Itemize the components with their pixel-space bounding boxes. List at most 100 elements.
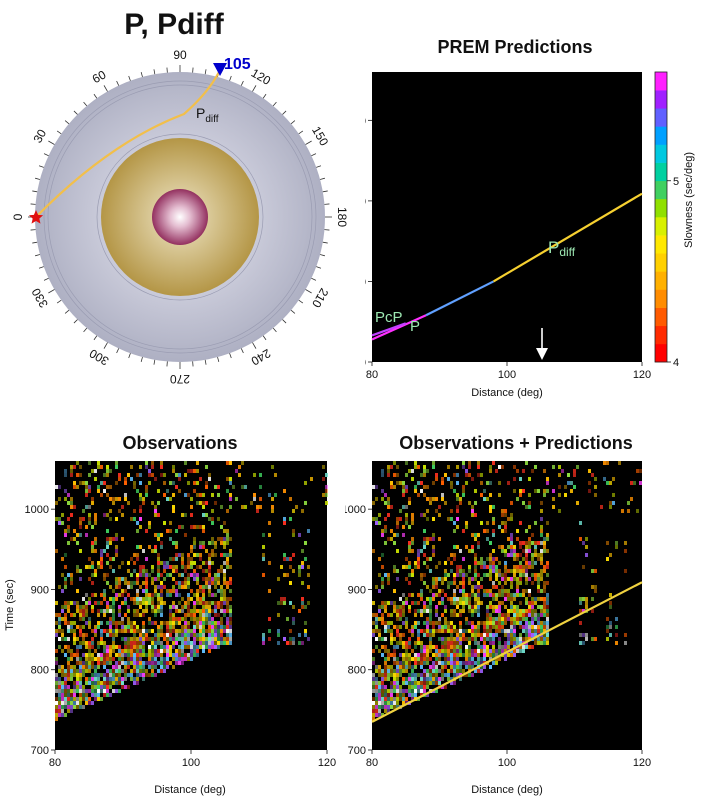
arrival-cell	[139, 573, 142, 577]
arrival-cell	[64, 685, 67, 689]
arrival-cell	[606, 617, 609, 621]
arrival-cell	[540, 621, 543, 625]
arrival-cell	[79, 465, 82, 469]
arrival-cell	[423, 513, 426, 517]
arrival-cell	[585, 601, 588, 605]
arrival-cell	[387, 465, 390, 469]
arrival-cell	[489, 613, 492, 617]
earth-degree-ticks	[28, 65, 332, 369]
arrival-cell	[468, 605, 471, 609]
arrival-cell	[64, 637, 67, 641]
arrival-cell	[148, 597, 151, 601]
arrival-cell	[151, 461, 154, 465]
arrival-cell	[190, 629, 193, 633]
arrival-cell	[408, 545, 411, 549]
arrival-cell	[429, 557, 432, 561]
arrival-cell	[501, 509, 504, 513]
arrival-cell	[124, 637, 127, 641]
arrival-cell	[456, 669, 459, 673]
arrival-cell	[76, 533, 79, 537]
arrival-cell	[133, 629, 136, 633]
arrival-cell	[142, 497, 145, 501]
arrival-cell	[393, 649, 396, 653]
arrival-cell	[145, 557, 148, 561]
arrival-cell	[169, 589, 172, 593]
arrival-cell	[106, 653, 109, 657]
arrival-cell	[181, 605, 184, 609]
arrival-cell	[528, 493, 531, 497]
arrival-cell	[82, 697, 85, 701]
arrival-cell	[615, 541, 618, 545]
arrival-cell	[594, 589, 597, 593]
arrival-cell	[543, 633, 546, 637]
arrival-cell	[175, 545, 178, 549]
arrival-cell	[546, 625, 549, 629]
arrival-cell	[217, 629, 220, 633]
arrival-cell	[301, 581, 304, 585]
arrival-cell	[525, 633, 528, 637]
arrival-cell	[61, 521, 64, 525]
arrival-cell	[429, 617, 432, 621]
arrival-cell	[558, 509, 561, 513]
arrival-cell	[387, 501, 390, 505]
arrival-cell	[208, 625, 211, 629]
arrival-cell	[465, 473, 468, 477]
arrival-cell	[70, 537, 73, 541]
arrival-cell	[471, 477, 474, 481]
arrival-cell	[106, 693, 109, 697]
arrival-cell	[196, 573, 199, 577]
arrival-cell	[513, 605, 516, 609]
arrival-cell	[483, 621, 486, 625]
earth-tick-mark	[43, 277, 49, 281]
arrival-cell	[187, 585, 190, 589]
label-pdiff-sub: diff	[559, 245, 575, 259]
arrival-cell	[486, 521, 489, 525]
arrival-cell	[70, 501, 73, 505]
arrival-cell	[474, 489, 477, 493]
arrival-cell	[64, 497, 67, 501]
arrival-cell	[190, 645, 193, 649]
arrival-cell	[579, 521, 582, 525]
arrival-cell	[462, 465, 465, 469]
arrival-cell	[154, 605, 157, 609]
arrival-cell	[160, 473, 163, 477]
arrival-cell	[528, 621, 531, 625]
arrival-cell	[486, 557, 489, 561]
arrival-cell	[414, 661, 417, 665]
arrival-cell	[64, 621, 67, 625]
arrival-cell	[184, 633, 187, 637]
arrival-cell	[229, 637, 232, 641]
arrival-cell	[519, 553, 522, 557]
arrival-cell	[438, 621, 441, 625]
arrival-cell	[477, 661, 480, 665]
arrival-cell	[94, 541, 97, 545]
arrival-cell	[528, 629, 531, 633]
arrival-cell	[465, 653, 468, 657]
arrival-cell	[450, 485, 453, 489]
arrival-cell	[112, 645, 115, 649]
arrival-cell	[196, 461, 199, 465]
arrival-cell	[193, 617, 196, 621]
arrival-cell	[432, 621, 435, 625]
arrival-cell	[423, 581, 426, 585]
arrival-cell	[405, 513, 408, 517]
arrival-cell	[109, 541, 112, 545]
arrival-cell	[82, 641, 85, 645]
arrival-cell	[70, 473, 73, 477]
arrival-cell	[429, 589, 432, 593]
arrival-cell	[160, 649, 163, 653]
arrival-cell	[531, 629, 534, 633]
arrival-cell	[154, 609, 157, 613]
arrival-cell	[456, 665, 459, 669]
arrival-cell	[408, 561, 411, 565]
arrival-cell	[226, 533, 229, 537]
arrival-cell	[97, 661, 100, 665]
arrival-cell	[519, 561, 522, 565]
arrival-cell	[160, 581, 163, 585]
earth-tick-mark	[204, 69, 207, 75]
arrival-cell	[115, 517, 118, 521]
arrival-cell	[214, 609, 217, 613]
arrival-cell	[510, 605, 513, 609]
arrival-cell	[546, 549, 549, 553]
arrival-cell	[169, 565, 172, 569]
